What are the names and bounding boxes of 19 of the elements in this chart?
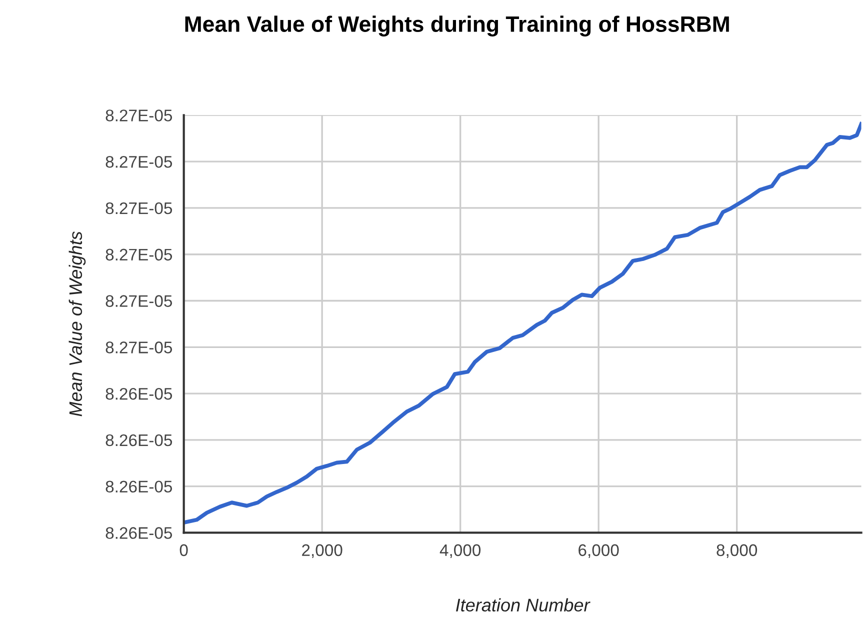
- y-tick-label: 8.27E-05: [106, 202, 172, 214]
- line-series: [184, 122, 862, 524]
- y-tick-label: 8.27E-05: [106, 248, 172, 261]
- x-axis-title: Iteration Number: [456, 598, 590, 612]
- x-tick-label: 0: [180, 544, 188, 556]
- y-tick-label: 8.26E-05: [106, 527, 172, 539]
- chart-title: Mean Value of Weights during Training of HossRBM: [185, 16, 729, 36]
- y-tick-label: 8.27E-05: [106, 342, 172, 354]
- y-tick-label: 8.26E-05: [106, 434, 172, 446]
- y-axis-title: Mean Value of Weights: [68, 231, 86, 416]
- y-tick-label: 8.27E-05: [106, 295, 172, 307]
- x-tick-label: 4,000: [440, 544, 481, 558]
- y-tick-label: 8.27E-05: [106, 110, 172, 122]
- x-tick-label: 2,000: [302, 544, 342, 558]
- x-tick-label: 8,000: [716, 544, 758, 558]
- y-tick-label: 8.26E-05: [106, 388, 172, 400]
- y-tick-label: 8.26E-05: [106, 480, 172, 493]
- x-tick-label: 6,000: [578, 544, 619, 558]
- y-tick-label: 8.27E-05: [106, 156, 172, 168]
